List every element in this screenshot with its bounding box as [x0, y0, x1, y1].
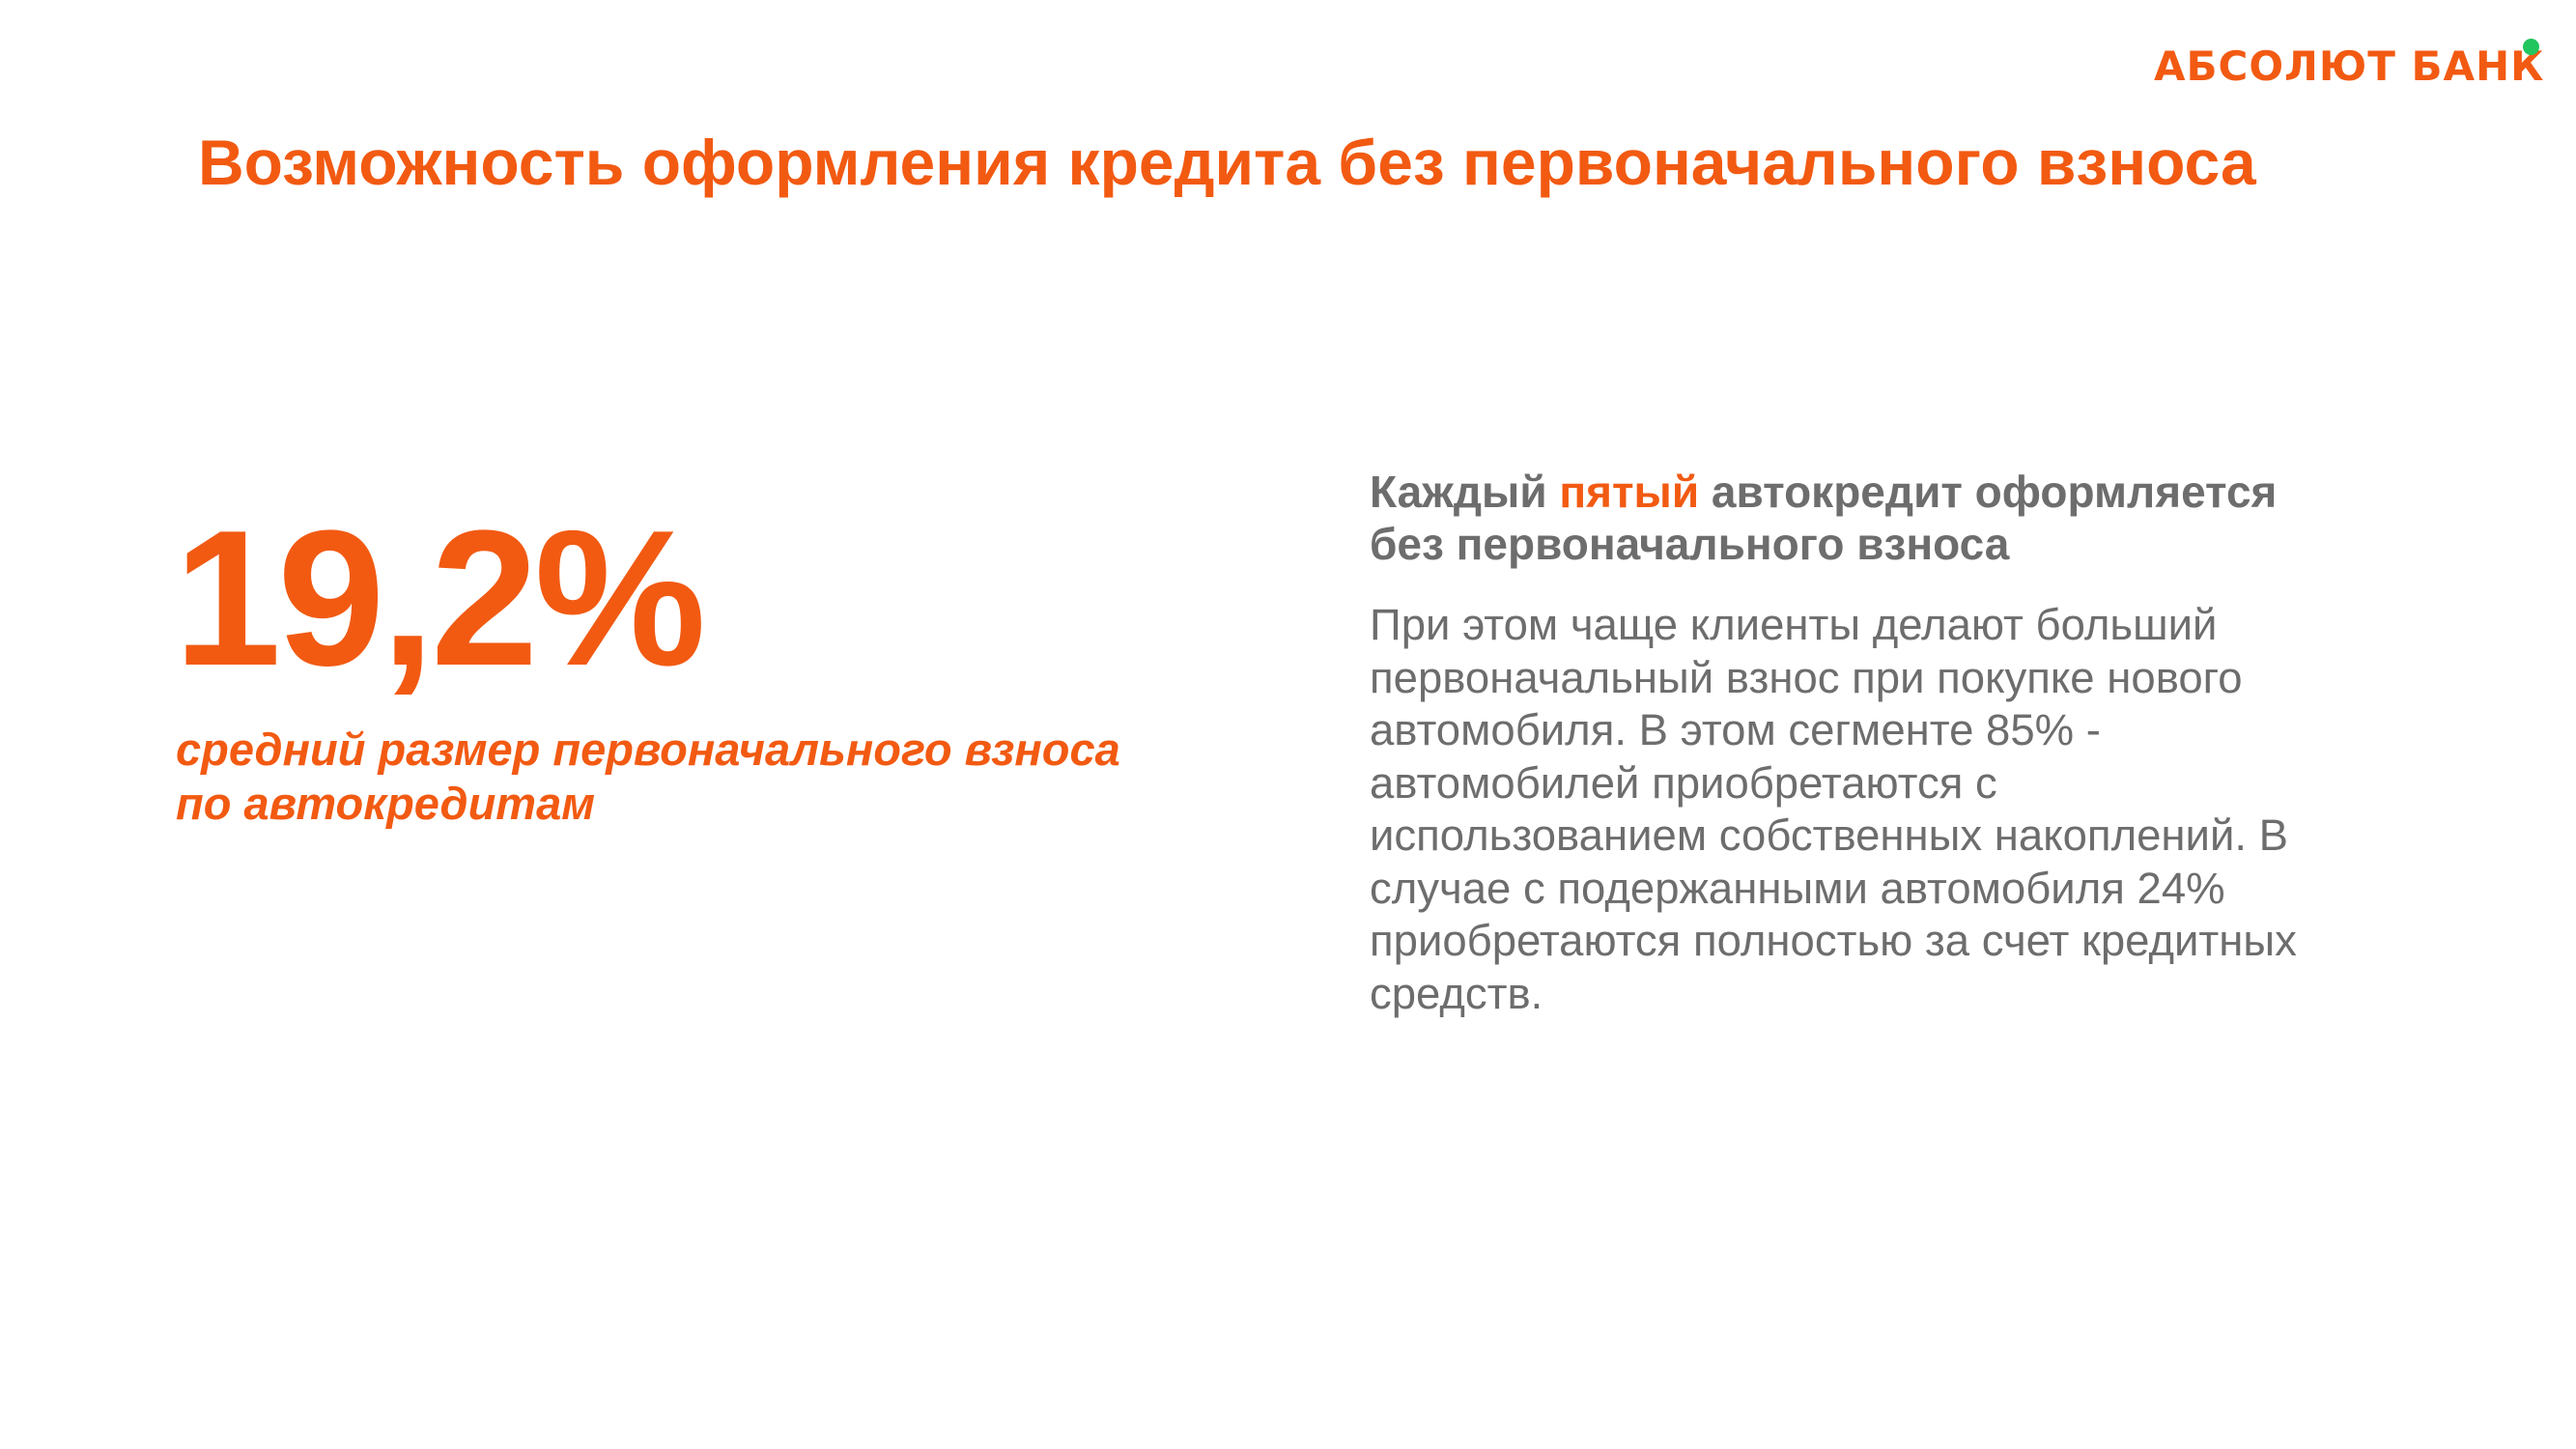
- bank-logo: АБСОЛЮТ БАНК: [2154, 37, 2545, 87]
- stat-caption: средний размер первоначального взноса по…: [176, 723, 1287, 831]
- logo-dot-icon: [2523, 39, 2539, 55]
- headline-line-2: без первоначального взноса: [1370, 519, 2010, 569]
- headline-part-2: автокредит оформляется: [1699, 467, 2278, 517]
- headline-part-1: Каждый: [1370, 467, 1560, 517]
- description-block: Каждый пятый автокредит оформляется без …: [1370, 466, 2451, 1020]
- stat-caption-line-2: по автокредитам: [176, 778, 595, 829]
- page-title: Возможность оформления кредита без перво…: [198, 127, 2256, 198]
- stat-caption-line-1: средний размер первоначального взноса: [176, 724, 1120, 775]
- body-text: При этом чаще клиенты делают больший пер…: [1370, 600, 2297, 1018]
- headline-accent: пятый: [1559, 467, 1700, 517]
- bank-logo-text: АБСОЛЮТ БАНК: [2154, 43, 2545, 90]
- headline: Каждый пятый автокредит оформляется без …: [1370, 466, 2451, 570]
- headline-line-1: Каждый пятый автокредит оформляется: [1370, 466, 2451, 518]
- stat-value: 19,2%: [174, 491, 706, 706]
